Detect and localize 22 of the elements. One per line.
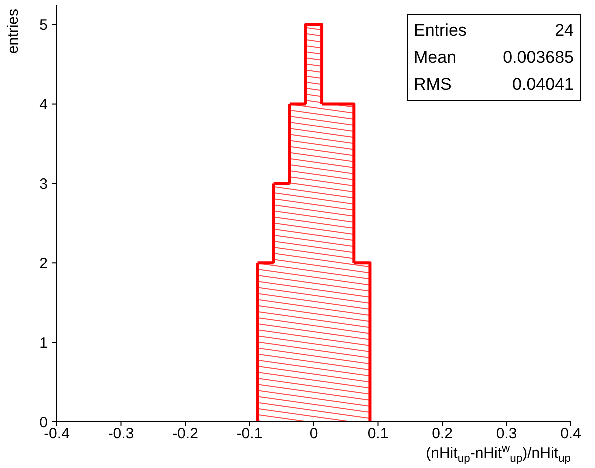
- x-tick-label: 0.1: [368, 426, 389, 443]
- x-tick-label: -0.3: [108, 426, 134, 443]
- y-axis-title: entries: [5, 9, 22, 54]
- x-tick-label: 0: [310, 426, 318, 443]
- annotation: 0.04041: [512, 74, 574, 96]
- x-tick-label: -0.1: [236, 426, 263, 443]
- annotation: 0.003685: [502, 47, 574, 69]
- y-tick-label: 1: [40, 334, 48, 352]
- annotation: Entries: [414, 20, 468, 42]
- y-tick-label: 5: [40, 17, 48, 34]
- x-axis-title: (nHit$_{up}$-nHit$^{w}$$_{up}$)/nHit$_{up}$: [426, 443, 571, 465]
- y-tick-label: 4: [40, 96, 48, 114]
- annotation: RMS: [414, 74, 453, 96]
- x-tick-label: 0.4: [560, 426, 582, 443]
- y-tick-label: 0: [40, 414, 48, 432]
- annotation: 24: [554, 20, 574, 42]
- y-tick-label: 2: [40, 255, 48, 272]
- y-tick-label: 3: [40, 176, 48, 194]
- x-tick-label: 0.2: [432, 426, 453, 443]
- x-tick-label: -0.2: [172, 426, 198, 443]
- annotation: Mean: [414, 47, 458, 69]
- x-tick-label: 0.3: [496, 426, 518, 443]
